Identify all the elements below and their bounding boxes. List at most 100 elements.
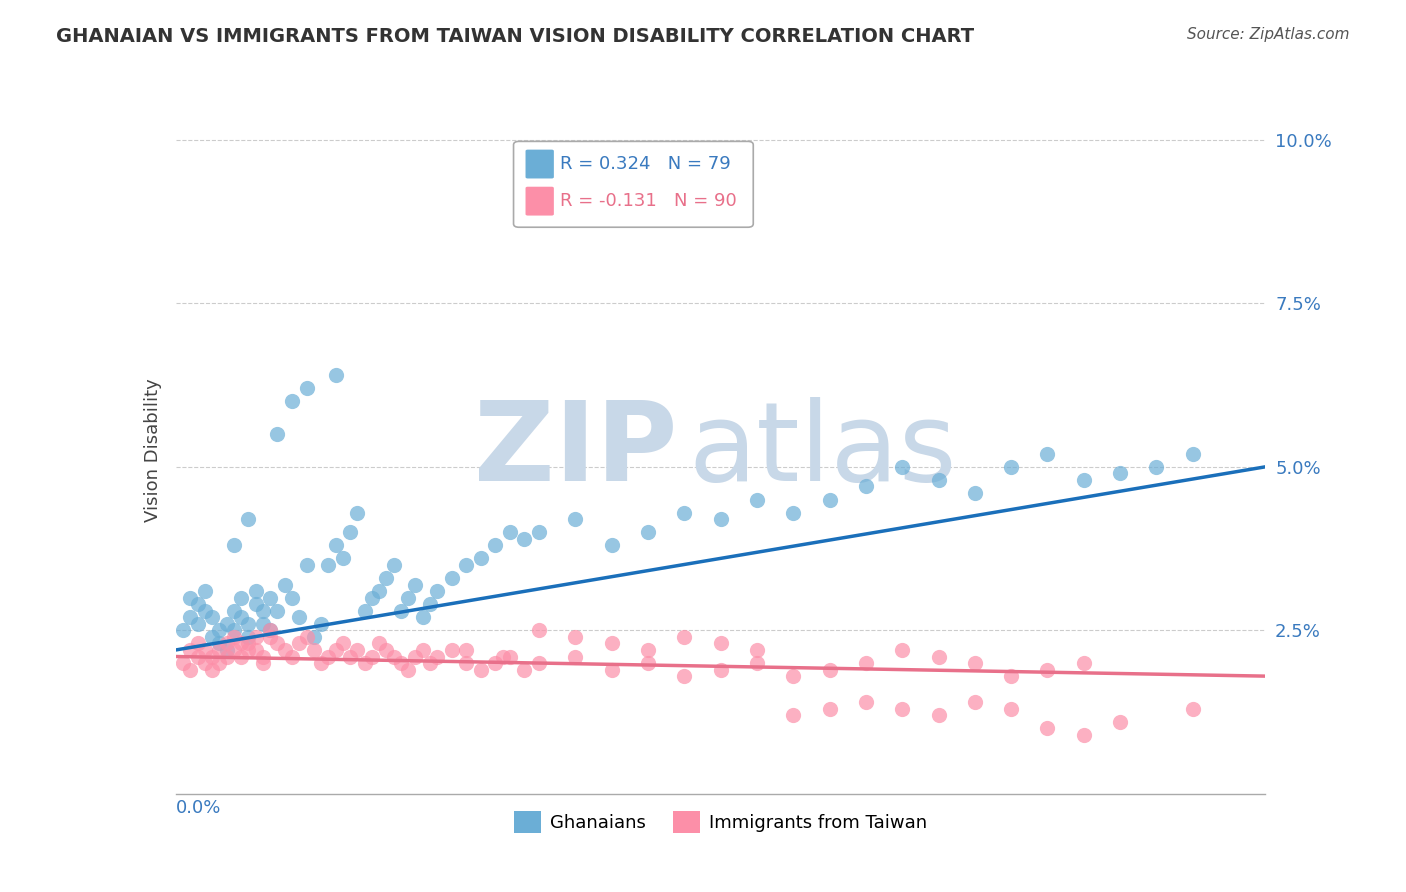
Point xyxy=(259,591,281,605)
Point xyxy=(231,610,253,624)
Point xyxy=(186,649,209,664)
Point xyxy=(288,636,311,650)
Point xyxy=(818,663,841,677)
Point xyxy=(426,649,449,664)
Point xyxy=(208,656,231,670)
Point xyxy=(513,663,536,677)
Point xyxy=(1000,459,1022,474)
Point xyxy=(238,643,260,657)
Point xyxy=(318,558,340,572)
Point xyxy=(259,624,281,638)
Point xyxy=(375,643,398,657)
Point xyxy=(295,381,318,395)
Point xyxy=(855,479,877,493)
Point xyxy=(222,630,245,644)
Point xyxy=(288,610,311,624)
Point xyxy=(499,525,522,540)
Point xyxy=(186,597,209,611)
Point xyxy=(1109,467,1132,481)
Point xyxy=(353,656,375,670)
Point xyxy=(194,584,217,599)
Point xyxy=(891,459,914,474)
Point xyxy=(325,643,347,657)
Point xyxy=(782,506,804,520)
Point xyxy=(1181,702,1204,716)
Point xyxy=(527,624,550,638)
Point xyxy=(405,649,427,664)
Point xyxy=(564,630,586,644)
Point xyxy=(201,630,224,644)
Point xyxy=(339,525,361,540)
Point xyxy=(470,551,492,566)
Point xyxy=(179,591,201,605)
Point xyxy=(470,663,492,677)
Point xyxy=(1000,669,1022,683)
Point xyxy=(222,643,245,657)
Point xyxy=(346,506,368,520)
Point xyxy=(1036,722,1059,736)
Point xyxy=(1181,447,1204,461)
Point xyxy=(274,577,297,591)
Point xyxy=(818,702,841,716)
Point xyxy=(252,616,274,631)
Point xyxy=(302,643,325,657)
FancyBboxPatch shape xyxy=(513,141,754,227)
Text: 0.0%: 0.0% xyxy=(176,799,221,817)
Point xyxy=(1073,473,1095,487)
Point xyxy=(564,649,586,664)
Point xyxy=(1146,459,1168,474)
Point xyxy=(405,577,427,591)
Point xyxy=(782,669,804,683)
Point xyxy=(963,656,986,670)
Point xyxy=(238,636,260,650)
Point xyxy=(302,630,325,644)
Text: R = -0.131   N = 90: R = -0.131 N = 90 xyxy=(561,192,737,211)
Point xyxy=(332,636,354,650)
Point xyxy=(673,630,696,644)
Point xyxy=(412,610,434,624)
Point xyxy=(782,708,804,723)
Point xyxy=(928,649,950,664)
Point xyxy=(245,643,267,657)
Point xyxy=(419,656,441,670)
Point xyxy=(513,532,536,546)
Point xyxy=(332,551,354,566)
Point xyxy=(396,663,419,677)
Point xyxy=(259,624,281,638)
Point xyxy=(368,636,391,650)
Point xyxy=(266,636,288,650)
Point xyxy=(600,636,623,650)
Point xyxy=(855,695,877,709)
Point xyxy=(215,636,238,650)
Point xyxy=(745,492,768,507)
Point xyxy=(527,525,550,540)
Point xyxy=(1036,663,1059,677)
Point xyxy=(186,636,209,650)
Point xyxy=(194,643,217,657)
Point xyxy=(600,538,623,552)
Point xyxy=(309,616,332,631)
Point xyxy=(339,649,361,664)
Point xyxy=(928,473,950,487)
FancyBboxPatch shape xyxy=(526,150,554,178)
Point xyxy=(368,584,391,599)
Point xyxy=(194,604,217,618)
Point xyxy=(245,630,267,644)
Point xyxy=(231,636,253,650)
Point xyxy=(673,506,696,520)
Point xyxy=(745,656,768,670)
Point xyxy=(281,394,304,409)
Point xyxy=(201,610,224,624)
Point xyxy=(1073,728,1095,742)
Point xyxy=(231,649,253,664)
Point xyxy=(456,656,478,670)
Point xyxy=(208,636,231,650)
Y-axis label: Vision Disability: Vision Disability xyxy=(143,378,162,523)
Point xyxy=(353,604,375,618)
Point xyxy=(266,427,288,442)
Point xyxy=(252,604,274,618)
Point xyxy=(325,368,347,383)
Text: R = 0.324   N = 79: R = 0.324 N = 79 xyxy=(561,155,731,173)
Point xyxy=(375,571,398,585)
Point xyxy=(208,624,231,638)
